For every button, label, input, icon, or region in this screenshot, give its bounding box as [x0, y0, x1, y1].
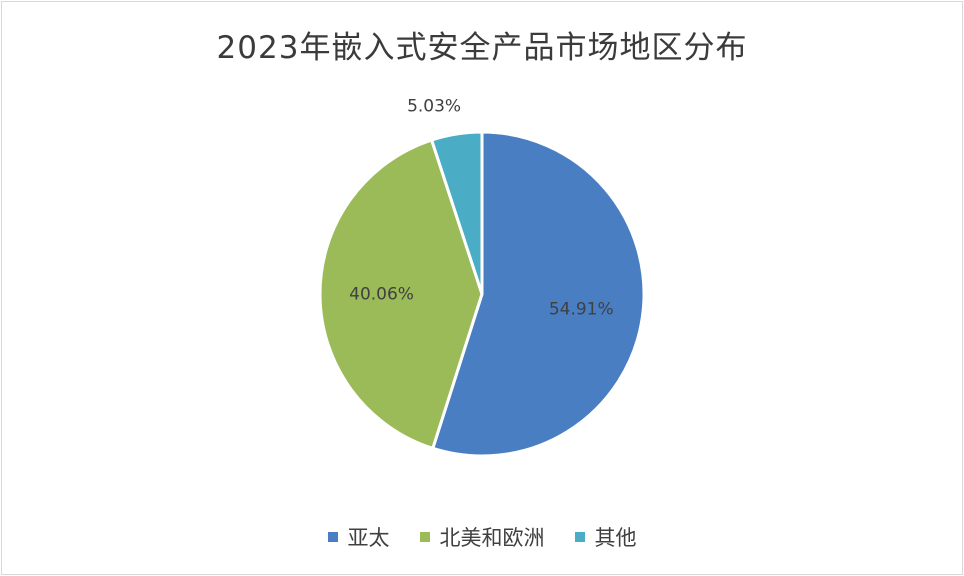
legend-item-asia-pacific: 亚太 [327, 522, 390, 552]
pie-slice-north-america-europe [318, 138, 484, 450]
chart-title: 2023年嵌入式安全产品市场地区分布 [216, 30, 748, 66]
data-label-north-america-europe: 40.06% [349, 284, 414, 304]
legend-swatch-other [574, 532, 585, 542]
data-label-asia-pacific: 54.91% [549, 299, 614, 319]
pie-slice-other [430, 130, 484, 296]
chart-legend: 亚太 北美和欧洲 其他 [0, 522, 964, 552]
legend-item-other: 其他 [574, 522, 637, 552]
legend-label-asia-pacific: 亚太 [347, 526, 390, 550]
legend-swatch-asia-pacific [327, 532, 338, 542]
legend-label-north-america-europe: 北美和欧洲 [439, 526, 545, 550]
pie-slice-asia-pacific [431, 130, 646, 458]
legend-swatch-north-america-europe [419, 532, 430, 542]
legend-label-other: 其他 [594, 526, 637, 550]
data-label-other: 5.03% [407, 96, 461, 116]
legend-item-north-america-europe: 北美和欧洲 [419, 522, 545, 552]
